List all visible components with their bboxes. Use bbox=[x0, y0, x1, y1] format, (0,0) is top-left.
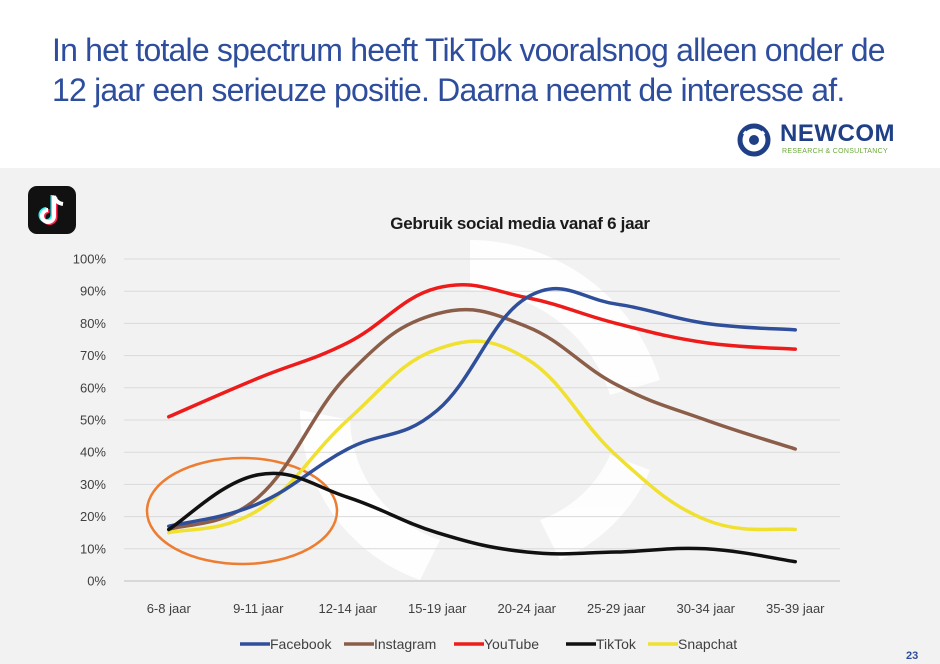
series-line-facebook bbox=[167, 287, 797, 529]
slide-title: In het totale spectrum heeft TikTok voor… bbox=[52, 32, 886, 108]
y-tick-label: 50% bbox=[80, 413, 106, 428]
series-line-youtube bbox=[167, 283, 797, 419]
y-tick-label: 30% bbox=[80, 477, 106, 492]
x-tick-label: 15-19 jaar bbox=[408, 601, 467, 616]
newcom-logo: NEWCOM RESEARCH & CONSULTANCY bbox=[734, 120, 904, 160]
y-axis-ticks: 0% 10% 20% 30% 40% 50% 60% 70% 80% 90% 100% bbox=[73, 252, 107, 589]
y-tick-label: 70% bbox=[80, 348, 106, 363]
x-tick-label: 35-39 jaar bbox=[766, 601, 825, 616]
x-tick-label: 6-8 jaar bbox=[147, 601, 192, 616]
x-tick-label: 25-29 jaar bbox=[587, 601, 646, 616]
tiktok-icon bbox=[28, 186, 76, 234]
logo-tagline: RESEARCH & CONSULTANCY bbox=[782, 148, 888, 155]
x-tick-label: 9-11 jaar bbox=[233, 601, 284, 616]
y-tick-label: 100% bbox=[73, 252, 107, 267]
x-tick-label: 12-14 jaar bbox=[318, 601, 377, 616]
y-tick-label: 40% bbox=[80, 445, 106, 460]
y-tick-label: 0% bbox=[87, 574, 106, 589]
legend-label-snapchat: Snapchat bbox=[678, 636, 737, 652]
series-line-snapchat bbox=[167, 339, 797, 535]
y-tick-label: 80% bbox=[80, 316, 106, 331]
x-axis-ticks: 6-8 jaar 9-11 jaar 12-14 jaar 15-19 jaar 20-… bbox=[147, 601, 825, 616]
chart-legend: Facebook Instagram YouTube TikTok Snapchat bbox=[240, 636, 737, 652]
legend-label-tiktok: TikTok bbox=[596, 636, 637, 652]
y-tick-label: 10% bbox=[80, 541, 106, 556]
legend-label-instagram: Instagram bbox=[374, 636, 436, 652]
y-tick-label: 90% bbox=[80, 284, 106, 299]
y-tick-label: 20% bbox=[80, 509, 106, 524]
y-tick-label: 60% bbox=[80, 380, 106, 395]
legend-label-youtube: YouTube bbox=[484, 636, 539, 652]
x-tick-label: 20-24 jaar bbox=[497, 601, 556, 616]
chart-title: Gebruik social media vanaf 6 jaar bbox=[390, 214, 650, 233]
highlight-ellipse bbox=[145, 456, 339, 566]
grid-lines bbox=[124, 258, 840, 582]
logo-name: NEWCOM bbox=[780, 120, 895, 147]
newcom-logo-mark-icon bbox=[737, 123, 771, 157]
series-line-tiktok bbox=[167, 471, 797, 564]
series-lines bbox=[167, 283, 797, 564]
x-tick-label: 30-34 jaar bbox=[676, 601, 735, 616]
series-line-instagram bbox=[167, 307, 797, 532]
slide-header: In het totale spectrum heeft TikTok voor… bbox=[0, 0, 940, 168]
page-number: 23 bbox=[906, 650, 919, 662]
legend-label-facebook: Facebook bbox=[270, 636, 332, 652]
